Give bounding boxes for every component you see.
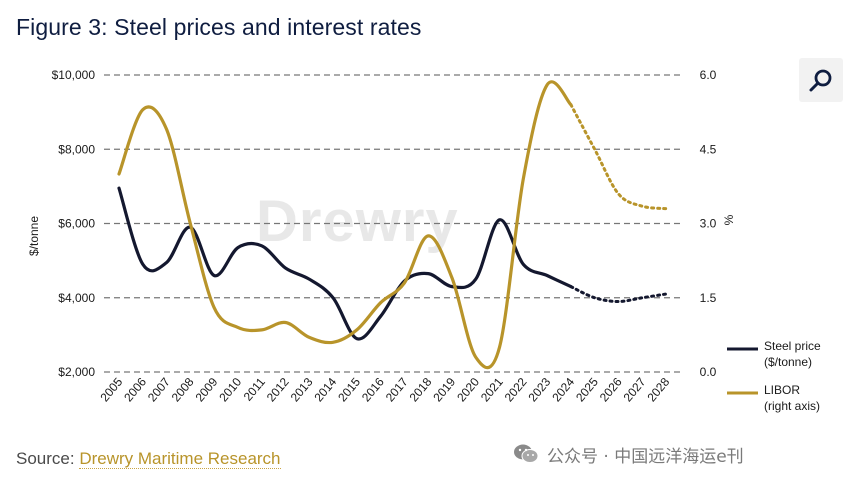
x-tick-label: 2013 (288, 375, 316, 405)
x-tick-label: 2018 (407, 375, 435, 405)
chart-title: Figure 3: Steel prices and interest rate… (16, 14, 422, 40)
right-tick-label: 3.0 (700, 217, 717, 231)
wechat-icon (513, 443, 539, 465)
libor-line (117, 80, 573, 370)
x-tick-label: 2005 (97, 375, 125, 405)
x-tick-label: 2019 (430, 375, 458, 405)
source-line: Source: Drewry Maritime Research (16, 449, 281, 469)
right-tick-label: 0.0 (700, 365, 717, 379)
x-tick-label: 2021 (478, 375, 506, 405)
right-tick-label: 6.0 (700, 68, 717, 82)
left-tick-label: $4,000 (58, 291, 95, 305)
left-tick-label: $8,000 (58, 142, 95, 156)
x-tick-label: 2026 (597, 375, 625, 405)
gridlines (104, 74, 680, 373)
x-tick-label: 2009 (193, 375, 221, 405)
x-tick-label: 2012 (264, 375, 292, 405)
x-tick-label: 2015 (335, 375, 363, 405)
source-prefix: Source: (16, 449, 80, 468)
search-icon (809, 69, 832, 92)
x-tick-label: 2028 (644, 375, 672, 405)
x-axis-ticks: 2005200620072008200920102011201220132014… (97, 375, 672, 405)
x-tick-label: 2006 (121, 375, 149, 405)
x-tick-label: 2011 (241, 375, 269, 404)
footer-watermark: 公众号 · 中国远洋海运e刊 (513, 441, 744, 467)
watermark-text: Drewry (256, 189, 459, 254)
x-tick-label: 2020 (454, 375, 482, 405)
x-tick-label: 2023 (525, 375, 553, 405)
left-axis-ticks: $2,000 $4,000 $6,000 $8,000 $10,000 (52, 68, 96, 379)
legend-label: ($/tonne) (764, 355, 812, 369)
x-tick-label: 2025 (573, 375, 601, 405)
search-button[interactable] (799, 58, 843, 102)
footer-watermark-text: 公众号 · 中国远洋海运e刊 (547, 446, 744, 467)
right-tick-label: 4.5 (700, 142, 717, 156)
legend-label: LIBOR (764, 383, 800, 397)
x-tick-label: 2016 (359, 375, 387, 405)
x-tick-label: 2017 (383, 375, 411, 405)
x-tick-label: 2022 (502, 375, 530, 405)
series-lines (117, 80, 668, 370)
legend-label: (right axis) (764, 399, 820, 413)
x-tick-label: 2010 (216, 375, 244, 405)
left-tick-label: $10,000 (52, 68, 96, 82)
x-tick-label: 2014 (311, 375, 339, 405)
libor-line-forecast (569, 103, 668, 211)
right-axis-ticks: 0.0 1.5 3.0 4.5 6.0 (700, 68, 717, 379)
y-axis-label-left: $/tonne (27, 216, 41, 256)
y-axis-label-right: % (722, 214, 736, 225)
steel-price-line-forecast (569, 285, 668, 304)
legend-label: Steel price (764, 339, 821, 353)
legend: Steel price ($/tonne) LIBOR (right axis) (727, 339, 821, 413)
left-tick-label: $6,000 (58, 217, 95, 231)
source-link[interactable]: Drewry Maritime Research (79, 449, 281, 469)
x-tick-label: 2027 (621, 375, 649, 405)
x-tick-label: 2024 (549, 375, 577, 405)
left-tick-label: $2,000 (58, 365, 95, 379)
right-tick-label: 1.5 (700, 291, 717, 305)
x-tick-label: 2008 (169, 375, 197, 405)
x-tick-label: 2007 (145, 375, 173, 405)
